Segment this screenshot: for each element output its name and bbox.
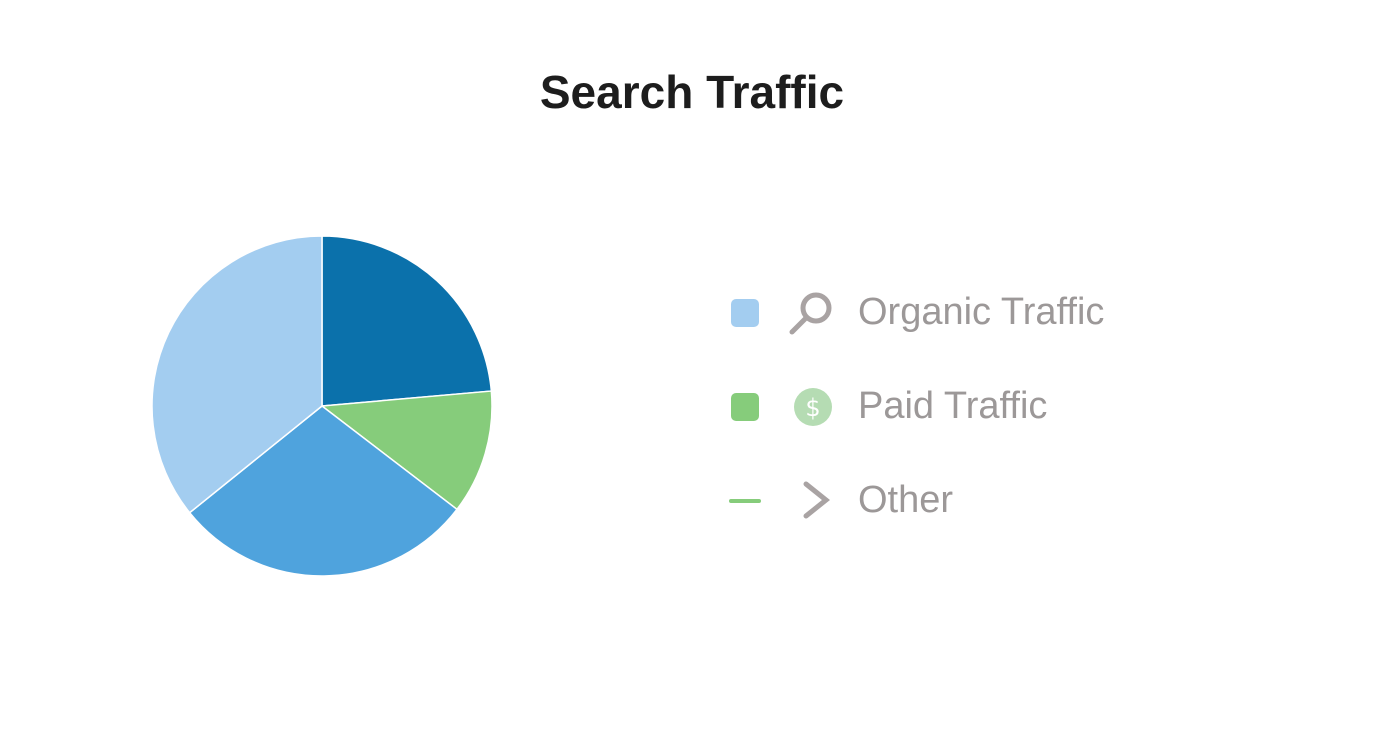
pie-slice (188, 405, 459, 577)
chevron-icon (803, 481, 831, 519)
dollar-sign: $ (805, 394, 820, 422)
legend-icons (789, 292, 832, 519)
dollar-icon (794, 388, 832, 426)
chart-title: Search Traffic (540, 66, 844, 118)
search-icon-handle (789, 315, 809, 335)
pie-slice (320, 390, 493, 511)
legend-swatch (731, 299, 759, 327)
legend-swatch (731, 393, 759, 421)
legend-label: Paid Traffic (858, 385, 1047, 427)
legend-label: Organic Traffic (858, 291, 1104, 333)
pie-slice (321, 235, 493, 407)
pie-slice (151, 235, 323, 514)
legend-label: Other (858, 479, 953, 521)
search-icon (800, 292, 832, 324)
